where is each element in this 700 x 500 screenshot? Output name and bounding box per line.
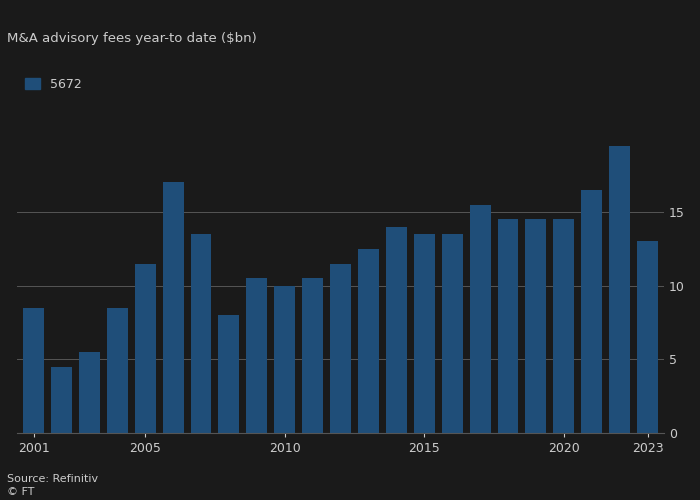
Bar xyxy=(553,220,574,433)
Bar xyxy=(23,308,44,433)
Bar xyxy=(526,220,547,433)
Text: M&A advisory fees year-to date ($bn): M&A advisory fees year-to date ($bn) xyxy=(7,32,257,45)
Bar xyxy=(190,234,211,433)
Bar xyxy=(134,264,155,433)
Bar xyxy=(79,352,100,433)
Bar xyxy=(218,315,239,433)
Bar xyxy=(442,234,463,433)
Bar xyxy=(581,190,602,433)
Bar xyxy=(302,278,323,433)
Bar xyxy=(470,204,491,433)
Bar xyxy=(107,308,128,433)
Bar xyxy=(609,146,630,433)
Bar xyxy=(162,182,183,433)
Bar xyxy=(51,366,72,433)
Bar xyxy=(330,264,351,433)
Bar xyxy=(414,234,435,433)
Text: Source: Refinitiv: Source: Refinitiv xyxy=(7,474,98,484)
Bar xyxy=(274,286,295,433)
Text: © FT: © FT xyxy=(7,487,34,497)
Bar xyxy=(498,220,519,433)
Bar xyxy=(386,226,407,433)
Bar xyxy=(637,242,658,433)
Legend: 5672: 5672 xyxy=(20,73,87,96)
Bar xyxy=(246,278,267,433)
Bar xyxy=(358,249,379,433)
